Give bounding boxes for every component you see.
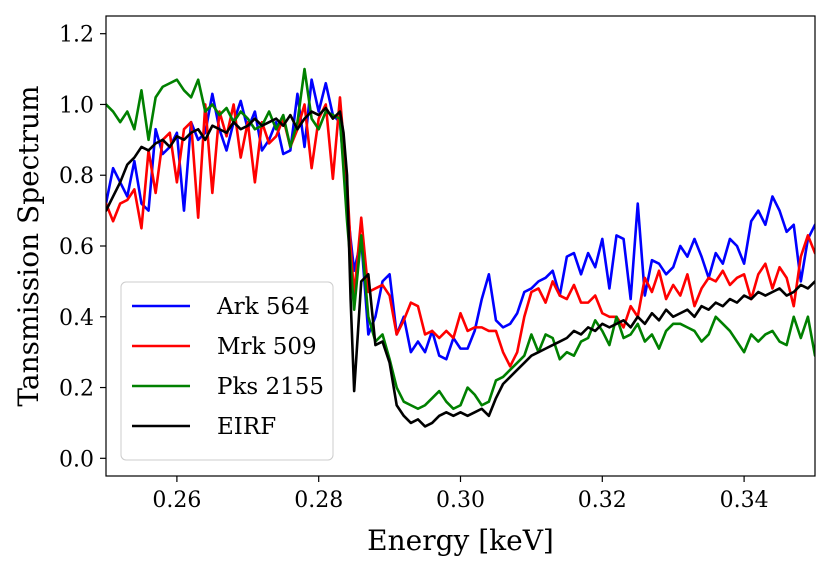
series-layer: [106, 67, 815, 428]
y-tick-label: 0.2: [59, 377, 94, 402]
series-line-ark-564: [106, 78, 815, 361]
y-axis-label: Tansmission Spectrum: [12, 85, 45, 406]
y-axis-ticks: 0.0 0.2 0.4 0.6 0.8 1.0 1.2: [59, 23, 106, 472]
x-tick-label: 0.28: [294, 488, 343, 513]
y-tick-label: 1.2: [59, 23, 94, 48]
y-tick-label: 1.0: [59, 93, 94, 118]
x-tick-label: 0.26: [152, 488, 201, 513]
legend-label: Ark 564: [216, 294, 310, 320]
legend-label: EIRF: [217, 414, 276, 440]
y-tick-label: 0.8: [59, 164, 94, 189]
legend: Ark 564 Mrk 509 Pks 2155 EIRF: [120, 281, 334, 461]
y-tick-label: 0.6: [59, 235, 94, 260]
y-tick-label: 0.4: [59, 306, 94, 331]
y-tick-label: 0.0: [59, 447, 94, 472]
x-axis-label: Energy [keV]: [367, 524, 554, 557]
legend-label: Mrk 509: [217, 334, 317, 360]
x-tick-label: 0.34: [720, 488, 769, 513]
legend-label: Pks 2155: [217, 374, 324, 400]
series-line-pks-2155: [106, 67, 815, 411]
legend-box: [120, 281, 334, 461]
series-line-eirf: [106, 106, 815, 428]
x-axis-ticks: 0.26 0.28 0.30 0.32 0.34: [152, 476, 769, 513]
x-tick-label: 0.30: [436, 488, 485, 513]
x-tick-label: 0.32: [578, 488, 627, 513]
